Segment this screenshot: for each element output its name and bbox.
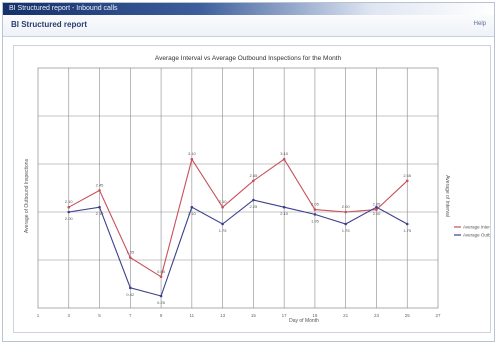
- data-label: 0.65: [157, 269, 166, 274]
- data-point: [252, 179, 255, 183]
- data-label: 2.00: [65, 216, 74, 221]
- chart-legend: Average Interval Average Outbound: [454, 225, 490, 238]
- data-label: 3.10: [188, 151, 197, 156]
- data-label: 2.05: [373, 202, 382, 207]
- data-label: 1.75: [219, 228, 228, 233]
- data-point: [67, 205, 71, 209]
- data-label: 2.25: [249, 204, 258, 209]
- data-point: [344, 222, 347, 226]
- data-point: [129, 286, 132, 290]
- data-point: [313, 208, 317, 211]
- data-label: 2.05: [311, 202, 320, 207]
- data-point: [313, 213, 317, 216]
- window-titlebar: BI Structured report - Inbound calls: [3, 3, 494, 15]
- x-tick-label: 21: [343, 313, 349, 318]
- data-label: 2.00: [342, 204, 351, 209]
- x-tick-label: 15: [251, 313, 257, 318]
- legend-label: Average Interval: [463, 225, 490, 230]
- x-tick-label: 11: [190, 313, 195, 318]
- chart-title: Average Interval vs Average Outbound Ins…: [155, 55, 342, 62]
- data-point: [375, 205, 378, 209]
- data-label: 0.42: [126, 292, 135, 297]
- chart-frame: 1 3 5 7 9 11 13 15 17 19 21 23 25 27 Average Interval…: [13, 45, 491, 333]
- data-point: [221, 222, 224, 226]
- x-tick-label: 27: [435, 313, 441, 318]
- data-point: [405, 179, 409, 183]
- series-line: [68, 157, 408, 278]
- data-point: [375, 208, 378, 211]
- data-point: [190, 205, 194, 209]
- x-tick-label: 7: [129, 313, 132, 318]
- data-label: 2.65: [249, 173, 258, 178]
- x-tick-label: 19: [312, 313, 318, 318]
- data-point: [98, 205, 101, 209]
- x-tick-label: 1: [37, 313, 40, 318]
- x-tick-label: 17: [282, 313, 288, 318]
- data-label: 3.10: [280, 151, 289, 156]
- data-label: 1.05: [126, 250, 135, 255]
- data-point: [252, 198, 255, 202]
- data-label: 1.95: [311, 218, 320, 223]
- x-tick-label: 9: [160, 313, 163, 318]
- line-chart: 1 3 5 7 9 11 13 15 17 19 21 23 25 27 Average Interval…: [24, 55, 490, 324]
- data-label: 2.10: [65, 199, 74, 204]
- x-tick-label: 23: [374, 313, 380, 318]
- data-label: 2.10: [219, 199, 228, 204]
- data-label: 0.25: [157, 300, 166, 305]
- x-tick-label: 13: [220, 313, 226, 318]
- data-label: 2.10: [373, 211, 382, 216]
- series-line: [68, 199, 408, 297]
- data-point: [344, 210, 347, 214]
- help-link[interactable]: Help: [473, 21, 486, 27]
- data-point: [159, 294, 163, 298]
- x-tick-label: 25: [405, 313, 411, 318]
- data-label: 1.75: [403, 228, 412, 233]
- report-header: BI Structured report Help: [3, 15, 494, 37]
- x-tick-label: 5: [98, 313, 101, 318]
- data-point: [405, 222, 409, 226]
- data-label: 2.10: [96, 211, 105, 216]
- data-label: 2.65: [403, 173, 412, 178]
- y-axis-label: Average of Outbound Inspections: [24, 158, 30, 233]
- data-point: [129, 256, 132, 259]
- data-point: [67, 210, 71, 214]
- legend-label: Average Outbound: [463, 233, 490, 238]
- data-point: [221, 205, 224, 209]
- chart-series: 2.10 2.45 1.05 0.65 3.10 2.10 2.65 3.10 2.05 2.00…: [65, 151, 412, 305]
- data-label: 2.10: [280, 211, 289, 216]
- data-point: [190, 157, 194, 161]
- data-point: [282, 157, 286, 161]
- x-tick-label: 3: [68, 313, 71, 318]
- data-point: [98, 189, 101, 192]
- data-point: [282, 205, 286, 209]
- chart-grid: 1 3 5 7 9 11 13 15 17 19 21 23 25 27: [37, 67, 441, 318]
- data-label: 1.75: [342, 228, 351, 233]
- plot-border: [37, 67, 439, 309]
- x-axis-label: Day of Month: [289, 318, 319, 324]
- window-title: BI Structured report - Inbound calls: [9, 5, 118, 12]
- data-point: [159, 275, 163, 279]
- data-label: 2.45: [96, 182, 105, 187]
- data-label: 2.10: [188, 211, 197, 216]
- secondary-y-axis-label: Average of Interval: [444, 175, 450, 217]
- report-title: BI Structured report: [11, 20, 88, 29]
